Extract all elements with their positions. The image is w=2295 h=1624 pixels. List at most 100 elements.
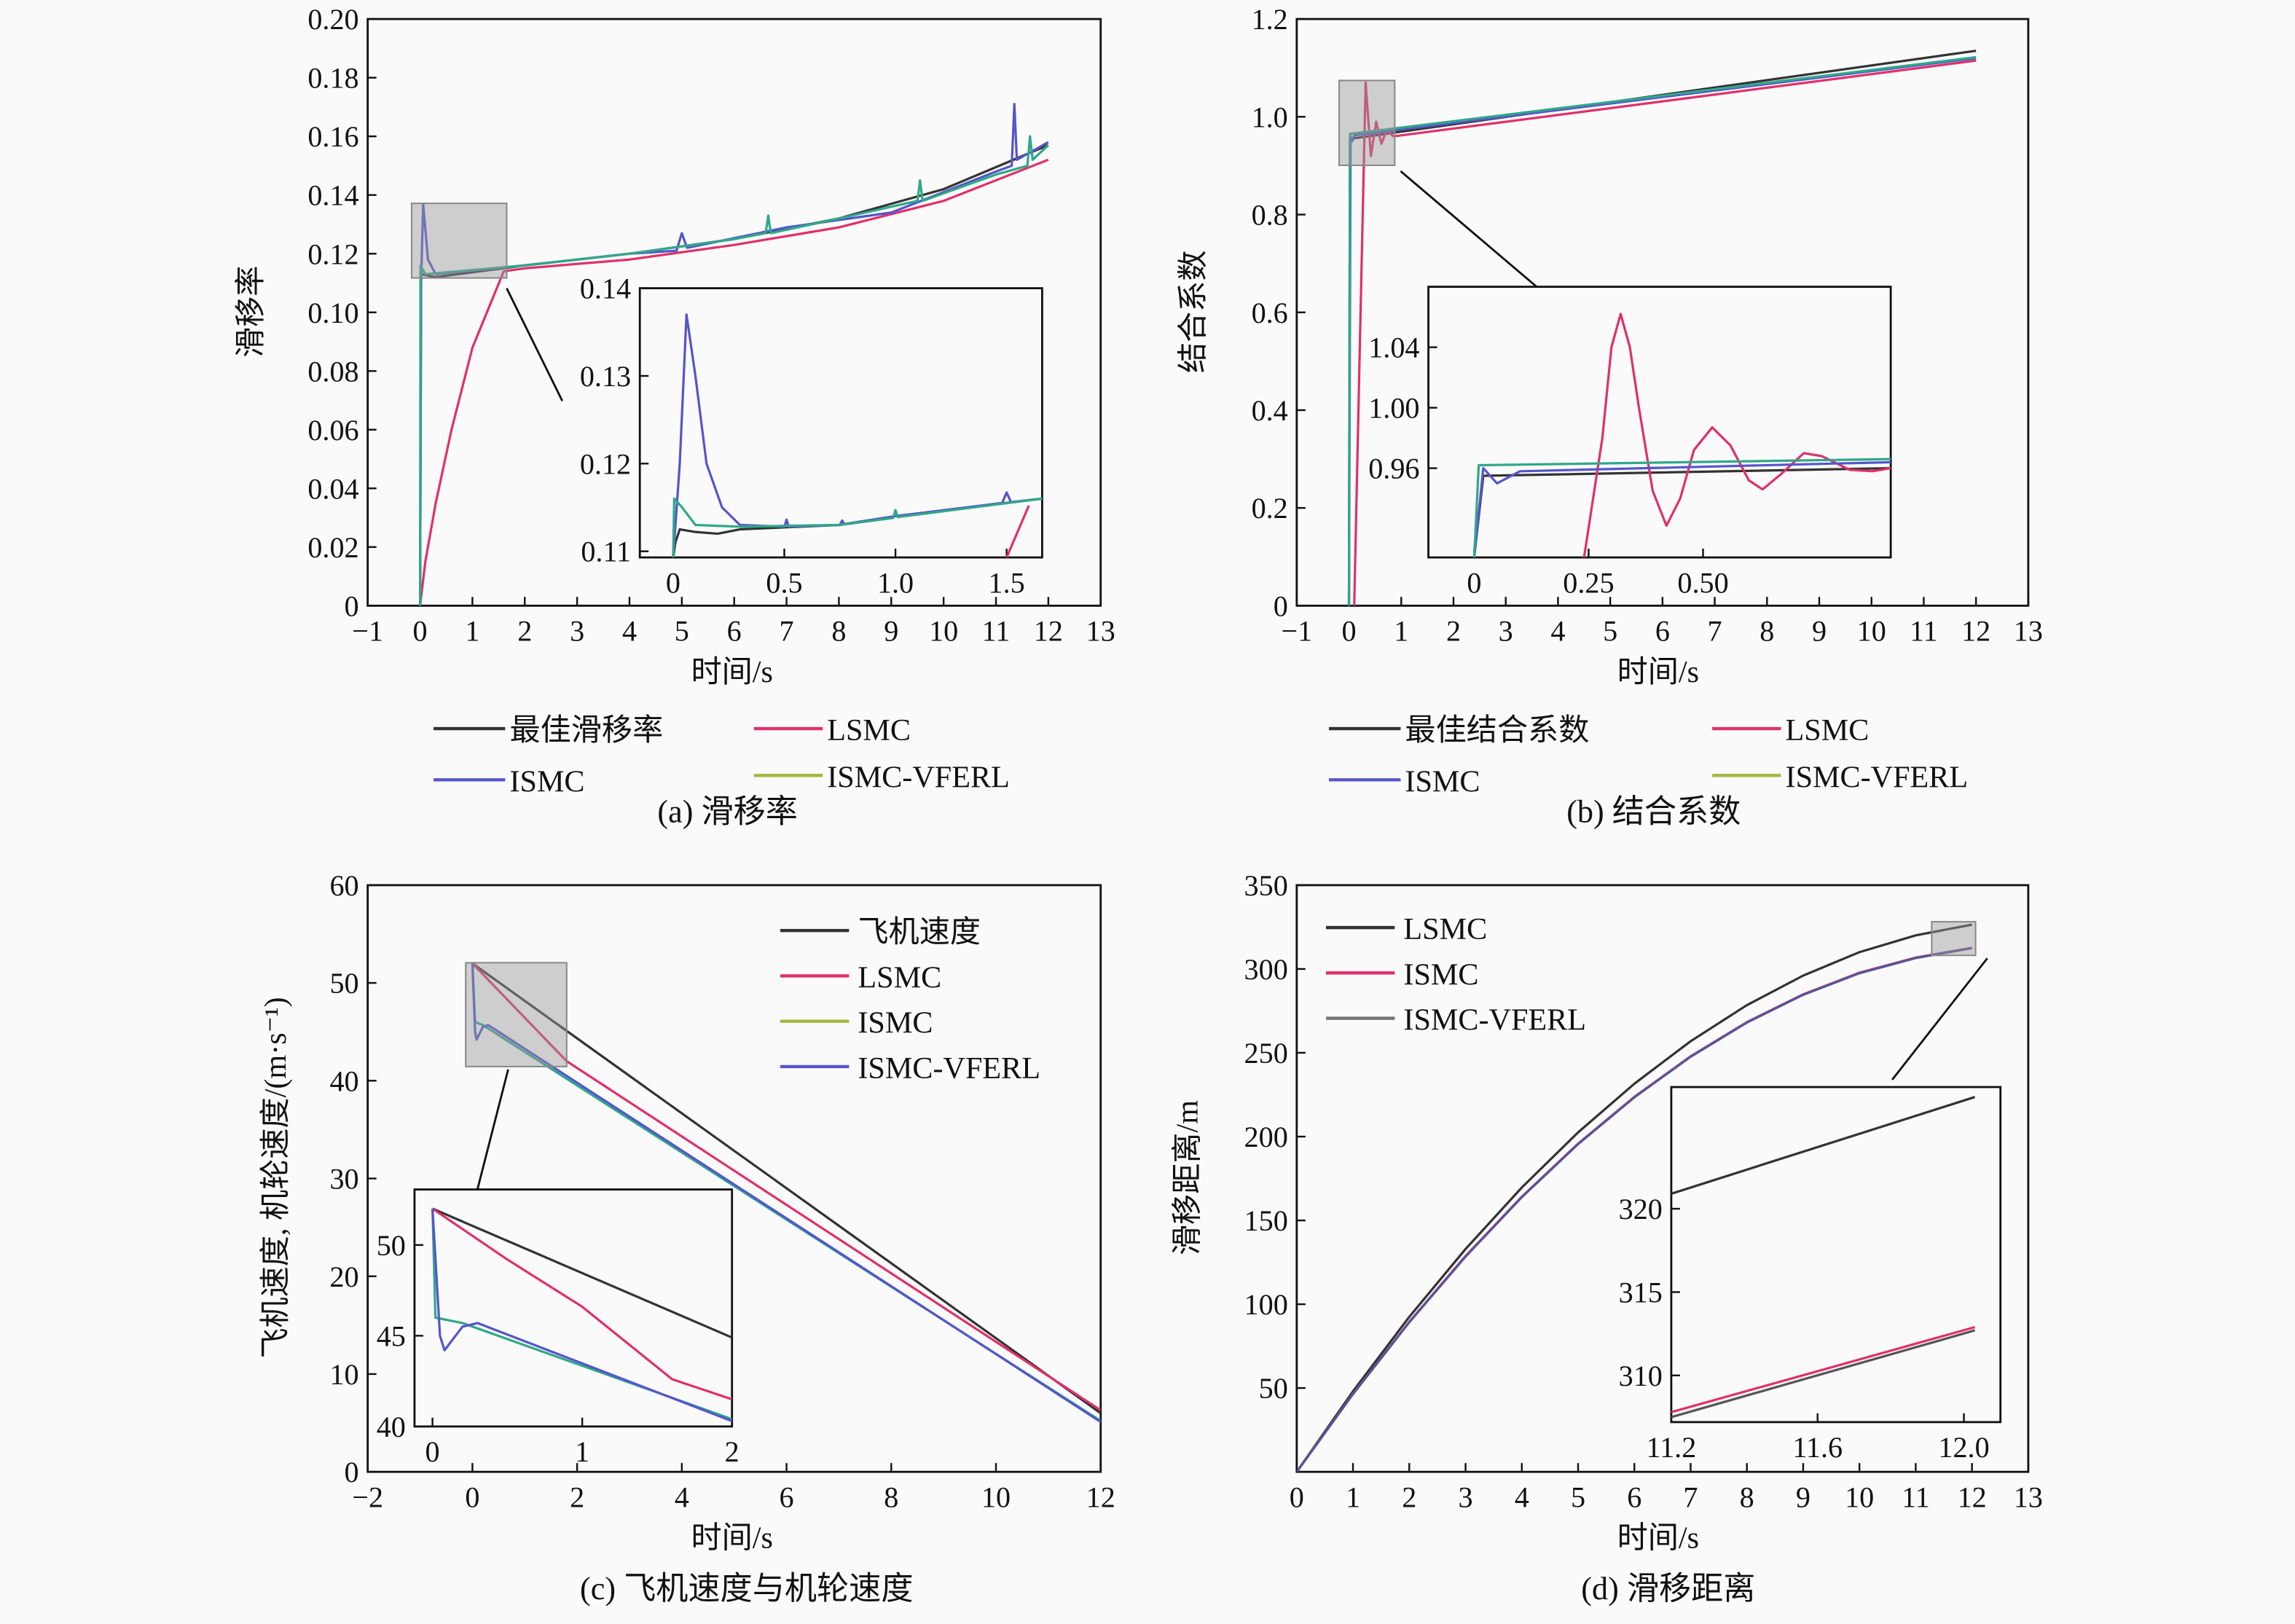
plot-y-tick-label: 0.04 [307, 472, 358, 505]
caption: (c) 飞机速度与机轮速度 [580, 1571, 913, 1607]
plot-series-3 [471, 963, 1101, 1424]
inset-y-tick-label: 0.14 [580, 272, 631, 305]
legend-label: LSMC [1403, 912, 1487, 946]
zoom-connector [1891, 957, 1988, 1080]
y-axis-title: 结合系数 [1176, 250, 1210, 373]
plot-x-tick-label: 11 [1902, 1480, 1930, 1513]
inset-frame [1427, 286, 1892, 559]
inset-y-tick-label: 1.04 [1368, 332, 1419, 364]
inset-frame [413, 1188, 734, 1428]
inset-x-tick-label: 2 [725, 1435, 740, 1468]
legend-label: ISMC [858, 1006, 933, 1040]
plot-x-tick-label: −1 [1281, 615, 1312, 648]
inset-y-tick-label: 45 [377, 1319, 406, 1352]
plot-y-tick-label: 60 [329, 869, 358, 902]
legend-label: 最佳结合系数 [1405, 713, 1589, 748]
x-axis-title: 时间/s [691, 655, 772, 689]
plot-x-tick-label: 4 [1550, 615, 1565, 648]
inset-series-1 [1005, 505, 1030, 558]
plot-y-tick-label: 0.02 [307, 531, 358, 564]
plot-x-tick-label: 9 [884, 615, 898, 648]
plot-y-tick-label: 0.16 [307, 120, 358, 153]
plot-series-0 [1296, 923, 1972, 1472]
plot-x-tick-label: 12 [1961, 615, 1990, 648]
inset-x-tick-label: 12.0 [1938, 1431, 1989, 1464]
zoom-connector [1400, 170, 1538, 288]
inset-y-tick-label: 310 [1619, 1360, 1663, 1392]
plot-x-tick-label: 12 [1086, 1480, 1115, 1513]
plot-y-tick-label: 40 [329, 1064, 358, 1097]
y-axis-title: 滑移距离/m [1170, 1100, 1204, 1255]
plot-y-tick-label: 150 [1244, 1204, 1288, 1237]
plot-x-tick-label: 10 [981, 1480, 1011, 1513]
plot-x-tick-label: 2 [517, 615, 532, 648]
plot-x-tick-label: 11 [1910, 615, 1938, 648]
plot-x-tick-label: 1 [1394, 615, 1408, 648]
plot-x-tick-label: 7 [1683, 1480, 1698, 1513]
legend-label: ISMC [1403, 957, 1478, 992]
inset-series-0 [1671, 1096, 1976, 1195]
plot-x-tick-label: 8 [1740, 1480, 1754, 1513]
plot-x-tick-label: 2 [1402, 1480, 1416, 1513]
inset-y-tick-label: 50 [377, 1229, 406, 1262]
plot-series-2 [1296, 946, 1972, 1472]
caption: (d) 滑移距离 [1581, 1571, 1755, 1607]
inset-frame [638, 287, 1043, 559]
inset-series-2 [1671, 1329, 1976, 1419]
inset-series-1 [431, 1207, 732, 1401]
legend: 最佳结合系数 LSMC ISMC ISMC-VFERL [1329, 713, 1968, 799]
inset-x-tick-label: 11.2 [1647, 1431, 1697, 1464]
legend-label: 最佳滑移率 [509, 713, 663, 748]
plot-y-tick-label: 0.14 [307, 179, 358, 212]
plot-y-tick-label: 100 [1244, 1288, 1288, 1321]
legend: 最佳滑移率 LSMC ISMC ISMC-VFERL [434, 713, 1010, 799]
legend-label: LSMC [858, 960, 941, 995]
inset-y-tick-label: 0.12 [580, 447, 631, 480]
legend: 飞机速度 LSMC ISMC ISMC-VFERL [780, 915, 1040, 1086]
zoom-region [1931, 921, 1977, 957]
inset-x-tick-label: 0.50 [1677, 566, 1728, 599]
inset-x-tick-label: 0.5 [766, 566, 802, 599]
zoom-region [465, 962, 568, 1067]
legend-label: ISMC-VFERL [827, 760, 1010, 794]
plot-y-tick-label: 0.18 [307, 62, 358, 95]
plot-y-tick-label: 0.2 [1252, 492, 1288, 525]
plot-y-tick-label: 10 [329, 1358, 358, 1391]
plot-x-tick-label: 5 [675, 615, 689, 648]
plot-x-tick-label: 7 [1708, 615, 1722, 648]
plot-x-tick-label: 8 [884, 1480, 898, 1513]
plot-x-tick-label: 12 [1034, 615, 1063, 648]
plot-x-tick-label: 6 [1627, 1480, 1641, 1513]
x-axis-title: 时间/s [1617, 655, 1699, 689]
plot-x-tick-label: 5 [1603, 615, 1617, 648]
plot-x-tick-label: 3 [1499, 615, 1513, 648]
plot-x-tick-label: 9 [1796, 1480, 1810, 1513]
inset-y-tick-label: 0.11 [581, 536, 631, 568]
legend-label: ISMC-VFERL [1403, 1003, 1586, 1037]
plot-x-tick-label: 1 [465, 615, 479, 648]
plot-x-tick-label: 10 [1857, 615, 1886, 648]
plot-series-1 [418, 158, 1049, 606]
plot-x-tick-label: 11 [982, 615, 1011, 648]
plot-x-tick-label: 13 [1086, 615, 1115, 648]
chart-d: 0 1 2 3 4 5 6 7 8 9 10 11 12 135010015020025030035011… [1170, 869, 2043, 1607]
legend-label: LSMC [827, 713, 911, 748]
plot-y-tick-label: 0.06 [307, 414, 358, 447]
plot-series-3 [418, 135, 1049, 606]
plot-x-tick-label: 8 [1760, 615, 1774, 648]
plot-series-0 [471, 962, 1101, 1414]
plot-y-tick-label: 300 [1244, 953, 1288, 986]
legend-label: 飞机速度 [858, 915, 981, 949]
plot-x-tick-label: 0 [1290, 1480, 1304, 1513]
plot-x-tick-label: −2 [352, 1480, 383, 1513]
plot-y-tick-label: 0.6 [1252, 297, 1288, 329]
plot-y-tick-label: 0 [1274, 589, 1288, 622]
plot-y-tick-label: 200 [1244, 1121, 1288, 1153]
inset-x-tick-label: 11.6 [1792, 1431, 1843, 1464]
inset-y-tick-label: 40 [377, 1411, 406, 1443]
zoom-region [1338, 79, 1396, 166]
inset-frame [1670, 1086, 2002, 1424]
caption: (a) 滑移率 [657, 794, 798, 830]
inset-y-tick-label: 315 [1619, 1276, 1663, 1309]
